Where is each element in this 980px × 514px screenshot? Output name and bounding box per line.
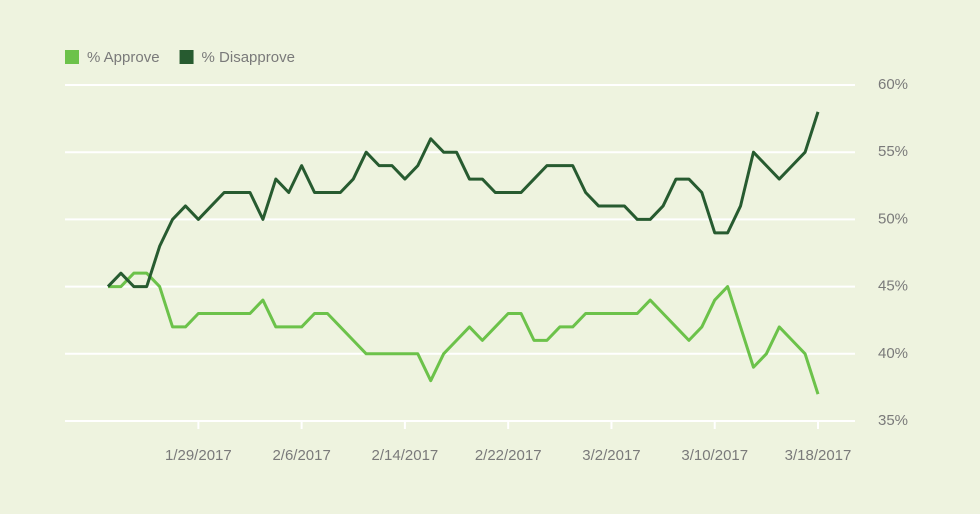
y-tick-label: 45% — [878, 278, 908, 295]
x-tick-label: 2/22/2017 — [475, 447, 542, 464]
series-line — [108, 271, 820, 395]
legend-label: % Disapprove — [202, 49, 295, 66]
y-tick-label: 40% — [878, 345, 908, 362]
series-line — [106, 111, 820, 289]
x-tick-label: 3/18/2017 — [785, 447, 852, 464]
legend-swatch — [179, 50, 194, 64]
x-tick-label: 2/14/2017 — [372, 447, 439, 464]
y-tick-label: 50% — [878, 210, 908, 227]
y-tick-label: 35% — [878, 412, 908, 429]
x-tick-label: 2/6/2017 — [272, 447, 330, 464]
x-tick-label: 3/2/2017 — [582, 447, 640, 464]
y-tick-label: 60% — [878, 76, 908, 93]
legend-label: % Approve — [87, 49, 160, 66]
y-tick-label: 55% — [878, 143, 908, 160]
x-tick-label: 1/29/2017 — [165, 447, 232, 464]
x-tick-label: 3/10/2017 — [681, 447, 748, 464]
legend-swatch — [65, 50, 79, 64]
